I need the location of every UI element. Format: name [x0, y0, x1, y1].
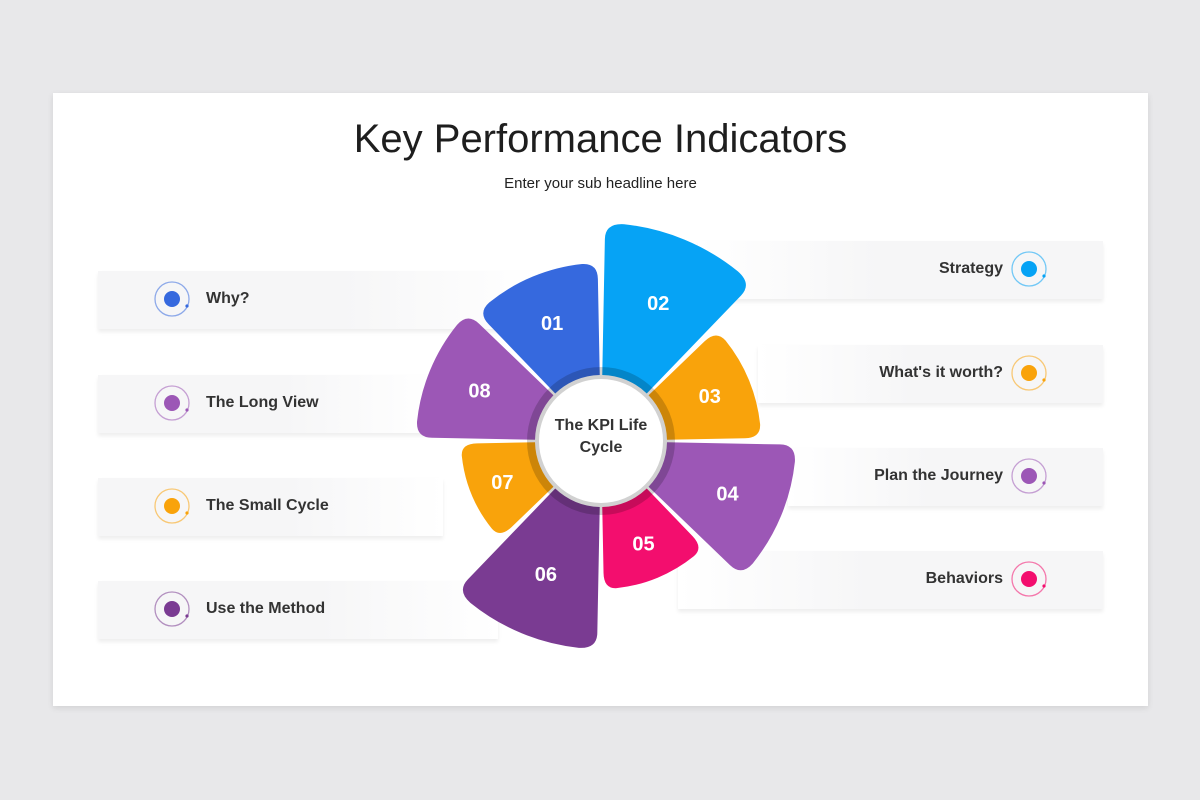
segment-number-04: 04 [716, 483, 739, 505]
ring-dot-icon [1011, 251, 1047, 287]
segment-number-03: 03 [699, 386, 721, 408]
wheel-segment-04 [648, 442, 795, 571]
right-item-label: Plan the Journey [874, 467, 1003, 484]
wheel-segment-06 [462, 488, 600, 648]
wheel-segment-03 [648, 335, 761, 440]
wheel-segment-01 [483, 263, 600, 394]
ring-dot-icon [1011, 561, 1047, 597]
ring-dot-icon [154, 385, 190, 421]
left-item-use-method: Use the Method [98, 581, 498, 639]
left-item-label: Why? [206, 290, 250, 307]
wheel-segment-05 [602, 488, 699, 589]
page-title: Key Performance Indicators [353, 117, 848, 161]
right-item-worth: What's it worth? [758, 345, 1103, 403]
ring-dot-icon [1011, 458, 1047, 494]
left-item-label: Use the Method [206, 600, 326, 617]
segment-number-08: 08 [468, 381, 490, 403]
ring-dot-icon [154, 591, 190, 627]
ring-dot-icon [1011, 355, 1047, 391]
center-label: The KPI Life Cycle [554, 417, 648, 456]
right-item-journey: Plan the Journey [788, 448, 1103, 506]
ring-dot-icon [154, 281, 190, 317]
kpi-wheel: 01 02 03 04 05 06 07 08 [416, 224, 795, 648]
left-item-small-cycle: The Small Cycle [98, 478, 443, 536]
segment-number-02: 02 [647, 293, 669, 315]
right-item-strategy: Strategy [698, 241, 1103, 299]
slide: Key Performance Indicators Enter your su… [53, 93, 1148, 706]
right-item-label: Behaviors [925, 570, 1003, 587]
page-subtitle: Enter your sub headline here [504, 175, 697, 192]
segment-number-07: 07 [491, 472, 513, 494]
segment-number-06: 06 [535, 564, 557, 586]
left-item-label: The Long View [206, 394, 319, 411]
left-item-label: The Small Cycle [206, 497, 329, 514]
segment-number-01: 01 [541, 313, 563, 335]
segment-number-05: 05 [632, 534, 654, 556]
ring-dot-icon [154, 488, 190, 524]
wheel-segment-07 [461, 442, 554, 534]
right-item-label: Strategy [938, 260, 1003, 277]
hub-circle [539, 379, 663, 503]
left-item-why: Why? [98, 271, 538, 329]
left-item-long-view: The Long View [98, 375, 433, 433]
wheel-segment-02 [602, 224, 746, 394]
wheel-segment-08 [416, 318, 554, 440]
right-item-label: What's it worth? [879, 364, 1003, 381]
